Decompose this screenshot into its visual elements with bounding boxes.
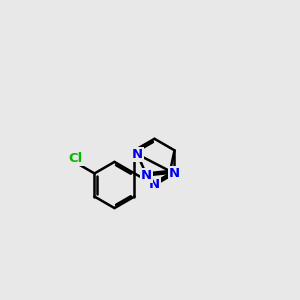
Text: N: N — [132, 148, 143, 161]
Text: N: N — [169, 167, 180, 180]
Text: N: N — [141, 169, 152, 182]
Text: Cl: Cl — [69, 152, 83, 165]
Text: N: N — [149, 178, 160, 191]
